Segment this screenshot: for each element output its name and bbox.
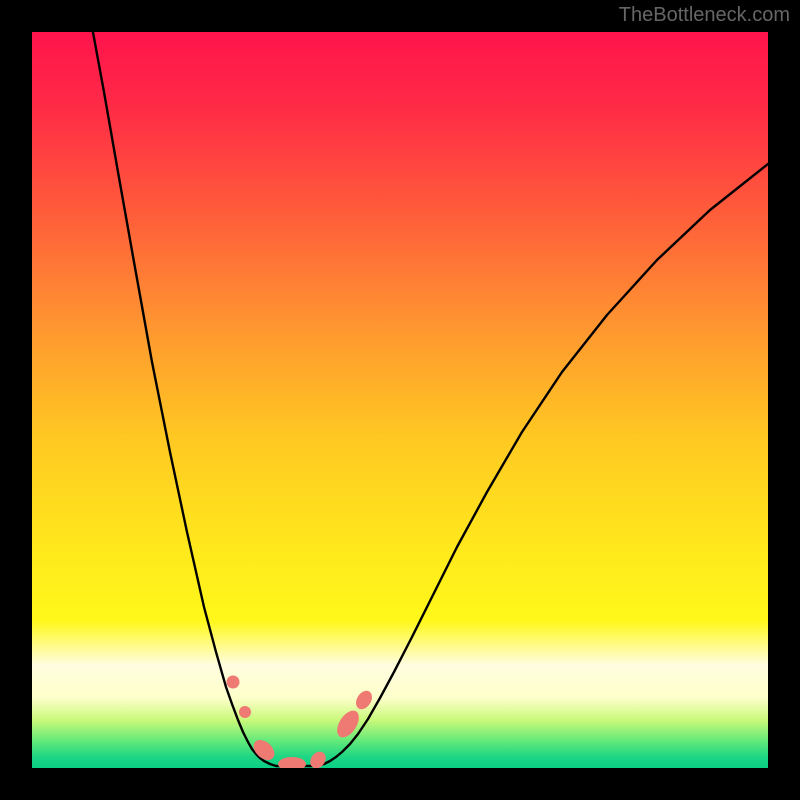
bottleneck-curve-chart [32,32,768,768]
chart-plot-area [32,32,768,768]
curve-marker [227,676,240,689]
chart-background [32,32,768,768]
watermark-text: TheBottleneck.com [619,4,790,27]
curve-marker [239,706,251,718]
